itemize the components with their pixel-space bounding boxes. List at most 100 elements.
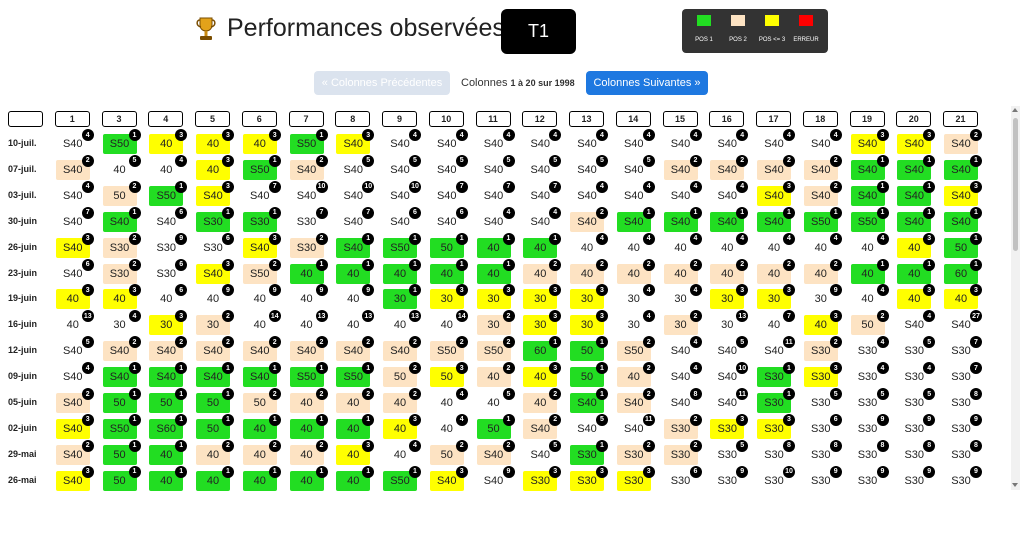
- performance-cell[interactable]: S40 3: [757, 180, 795, 206]
- performance-cell[interactable]: S40 1: [102, 206, 141, 232]
- column-header[interactable]: 4: [148, 111, 184, 127]
- performance-cell[interactable]: 40 2: [242, 439, 281, 465]
- performance-cell[interactable]: S40 2: [710, 154, 749, 180]
- performance-cell[interactable]: 30 2: [476, 310, 515, 336]
- performance-cell[interactable]: S40 4: [664, 180, 702, 206]
- performance-cell[interactable]: S40 3: [55, 413, 94, 439]
- performance-cell[interactable]: 40 1: [336, 258, 375, 284]
- performance-cell[interactable]: 40 3: [149, 129, 188, 154]
- performance-cell[interactable]: 40 1: [289, 258, 328, 284]
- performance-cell[interactable]: S30 8: [757, 439, 795, 465]
- performance-cell[interactable]: S30 2: [289, 232, 328, 258]
- performance-cell[interactable]: S40 11: [710, 388, 749, 413]
- performance-cell[interactable]: S40 5: [570, 413, 608, 439]
- performance-cell[interactable]: S40 4: [664, 129, 702, 154]
- performance-cell[interactable]: 40 9: [196, 284, 234, 309]
- performance-cell[interactable]: S30 2: [102, 258, 141, 284]
- performance-cell[interactable]: S40 5: [336, 154, 375, 180]
- performance-cell[interactable]: S30 4: [897, 362, 936, 387]
- performance-cell[interactable]: S40 2: [383, 336, 421, 362]
- performance-cell[interactable]: 30 4: [617, 284, 655, 309]
- performance-cell[interactable]: S40 1: [850, 180, 889, 206]
- performance-cell[interactable]: S40 4: [523, 129, 562, 154]
- performance-cell[interactable]: S30 5: [851, 388, 889, 413]
- performance-cell[interactable]: 40 1: [149, 439, 188, 465]
- column-header[interactable]: 15: [662, 111, 698, 127]
- performance-cell[interactable]: S30 1: [196, 206, 234, 232]
- performance-cell[interactable]: 40 5: [477, 388, 515, 413]
- performance-cell[interactable]: 30 9: [804, 284, 842, 309]
- column-header[interactable]: 3: [101, 111, 137, 127]
- column-header[interactable]: 18: [802, 111, 838, 127]
- performance-cell[interactable]: S40 1: [944, 206, 982, 232]
- performance-cell[interactable]: 40 3: [383, 413, 421, 439]
- column-header[interactable]: 9: [382, 111, 417, 127]
- performance-cell[interactable]: S30 3: [523, 465, 562, 491]
- performance-cell[interactable]: S50 2: [616, 336, 655, 362]
- performance-cell[interactable]: S40 1: [897, 154, 936, 180]
- performance-cell[interactable]: 30 3: [476, 284, 515, 310]
- performance-cell[interactable]: 40 4: [430, 413, 468, 439]
- performance-cell[interactable]: 30 3: [570, 310, 608, 336]
- performance-cell[interactable]: 40 2: [570, 258, 608, 284]
- performance-cell[interactable]: S30 2: [803, 336, 842, 362]
- performance-cell[interactable]: 40 1: [242, 465, 281, 491]
- performance-cell[interactable]: 40 1: [850, 258, 889, 284]
- performance-cell[interactable]: S40 10: [336, 180, 375, 206]
- performance-cell[interactable]: 50 2: [102, 180, 141, 206]
- performance-cell[interactable]: S40 9: [477, 465, 515, 491]
- performance-cell[interactable]: S30 5: [897, 388, 936, 413]
- performance-cell[interactable]: S30 8: [804, 439, 842, 465]
- performance-cell[interactable]: 40 1: [149, 465, 188, 491]
- performance-cell[interactable]: S60 1: [149, 413, 188, 439]
- performance-cell[interactable]: S40 2: [616, 388, 655, 413]
- performance-cell[interactable]: 50 1: [102, 388, 141, 413]
- performance-cell[interactable]: 40 2: [289, 388, 328, 413]
- performance-cell[interactable]: S40 5: [430, 154, 468, 180]
- performance-cell[interactable]: S30 8: [897, 439, 936, 465]
- performance-cell[interactable]: 50 1: [476, 413, 515, 439]
- scroll-up-icon[interactable]: [1012, 108, 1018, 112]
- performance-cell[interactable]: 40 1: [196, 465, 234, 491]
- performance-cell[interactable]: S50 1: [803, 206, 842, 232]
- performance-cell[interactable]: 40 9: [290, 284, 328, 309]
- performance-cell[interactable]: S40 1: [149, 362, 188, 388]
- performance-cell[interactable]: 30 4: [664, 284, 702, 309]
- performance-cell[interactable]: 50 1: [102, 465, 141, 491]
- performance-cell[interactable]: S40 4: [710, 129, 749, 154]
- performance-cell[interactable]: S50 1: [102, 129, 141, 154]
- performance-cell[interactable]: S30 9: [944, 413, 982, 439]
- performance-cell[interactable]: S50 1: [289, 129, 328, 154]
- performance-cell[interactable]: S40 2: [336, 336, 375, 362]
- performance-cell[interactable]: S40 2: [242, 336, 281, 362]
- performance-cell[interactable]: S30 9: [149, 232, 188, 258]
- performance-cell[interactable]: 40 5: [103, 154, 141, 180]
- performance-cell[interactable]: S40 4: [523, 206, 562, 232]
- performance-cell[interactable]: 30 1: [383, 284, 421, 310]
- column-header[interactable]: 12: [522, 111, 558, 127]
- performance-cell[interactable]: S50 1: [850, 206, 889, 232]
- column-header[interactable]: 8: [335, 111, 371, 127]
- performance-cell[interactable]: 40 1: [476, 258, 515, 284]
- performance-cell[interactable]: S30 6: [149, 258, 188, 284]
- performance-cell[interactable]: 50 2: [383, 362, 421, 388]
- performance-cell[interactable]: S40 3: [429, 465, 468, 491]
- performance-cell[interactable]: 30 2: [196, 310, 234, 336]
- performance-cell[interactable]: 40 4: [430, 388, 468, 413]
- performance-cell[interactable]: 40 4: [710, 232, 749, 258]
- performance-cell[interactable]: S30 3: [616, 465, 655, 491]
- performance-cell[interactable]: S40 5: [710, 336, 749, 361]
- performance-cell[interactable]: S40 3: [55, 465, 94, 491]
- performance-cell[interactable]: S40 6: [56, 258, 94, 284]
- performance-cell[interactable]: 40 1: [289, 413, 328, 439]
- performance-cell[interactable]: 30 3: [570, 284, 608, 310]
- performance-cell[interactable]: S40 5: [477, 154, 515, 180]
- performance-cell[interactable]: S40 5: [617, 154, 655, 180]
- performance-cell[interactable]: S50 1: [383, 465, 421, 491]
- performance-cell[interactable]: S40 2: [944, 129, 982, 154]
- performance-cell[interactable]: S40 4: [383, 129, 421, 154]
- next-columns-button[interactable]: Colonnes Suivantes »: [586, 71, 708, 95]
- performance-cell[interactable]: S40 10: [290, 180, 328, 206]
- performance-cell[interactable]: S40 2: [55, 154, 94, 180]
- performance-cell[interactable]: S40 1: [196, 362, 234, 388]
